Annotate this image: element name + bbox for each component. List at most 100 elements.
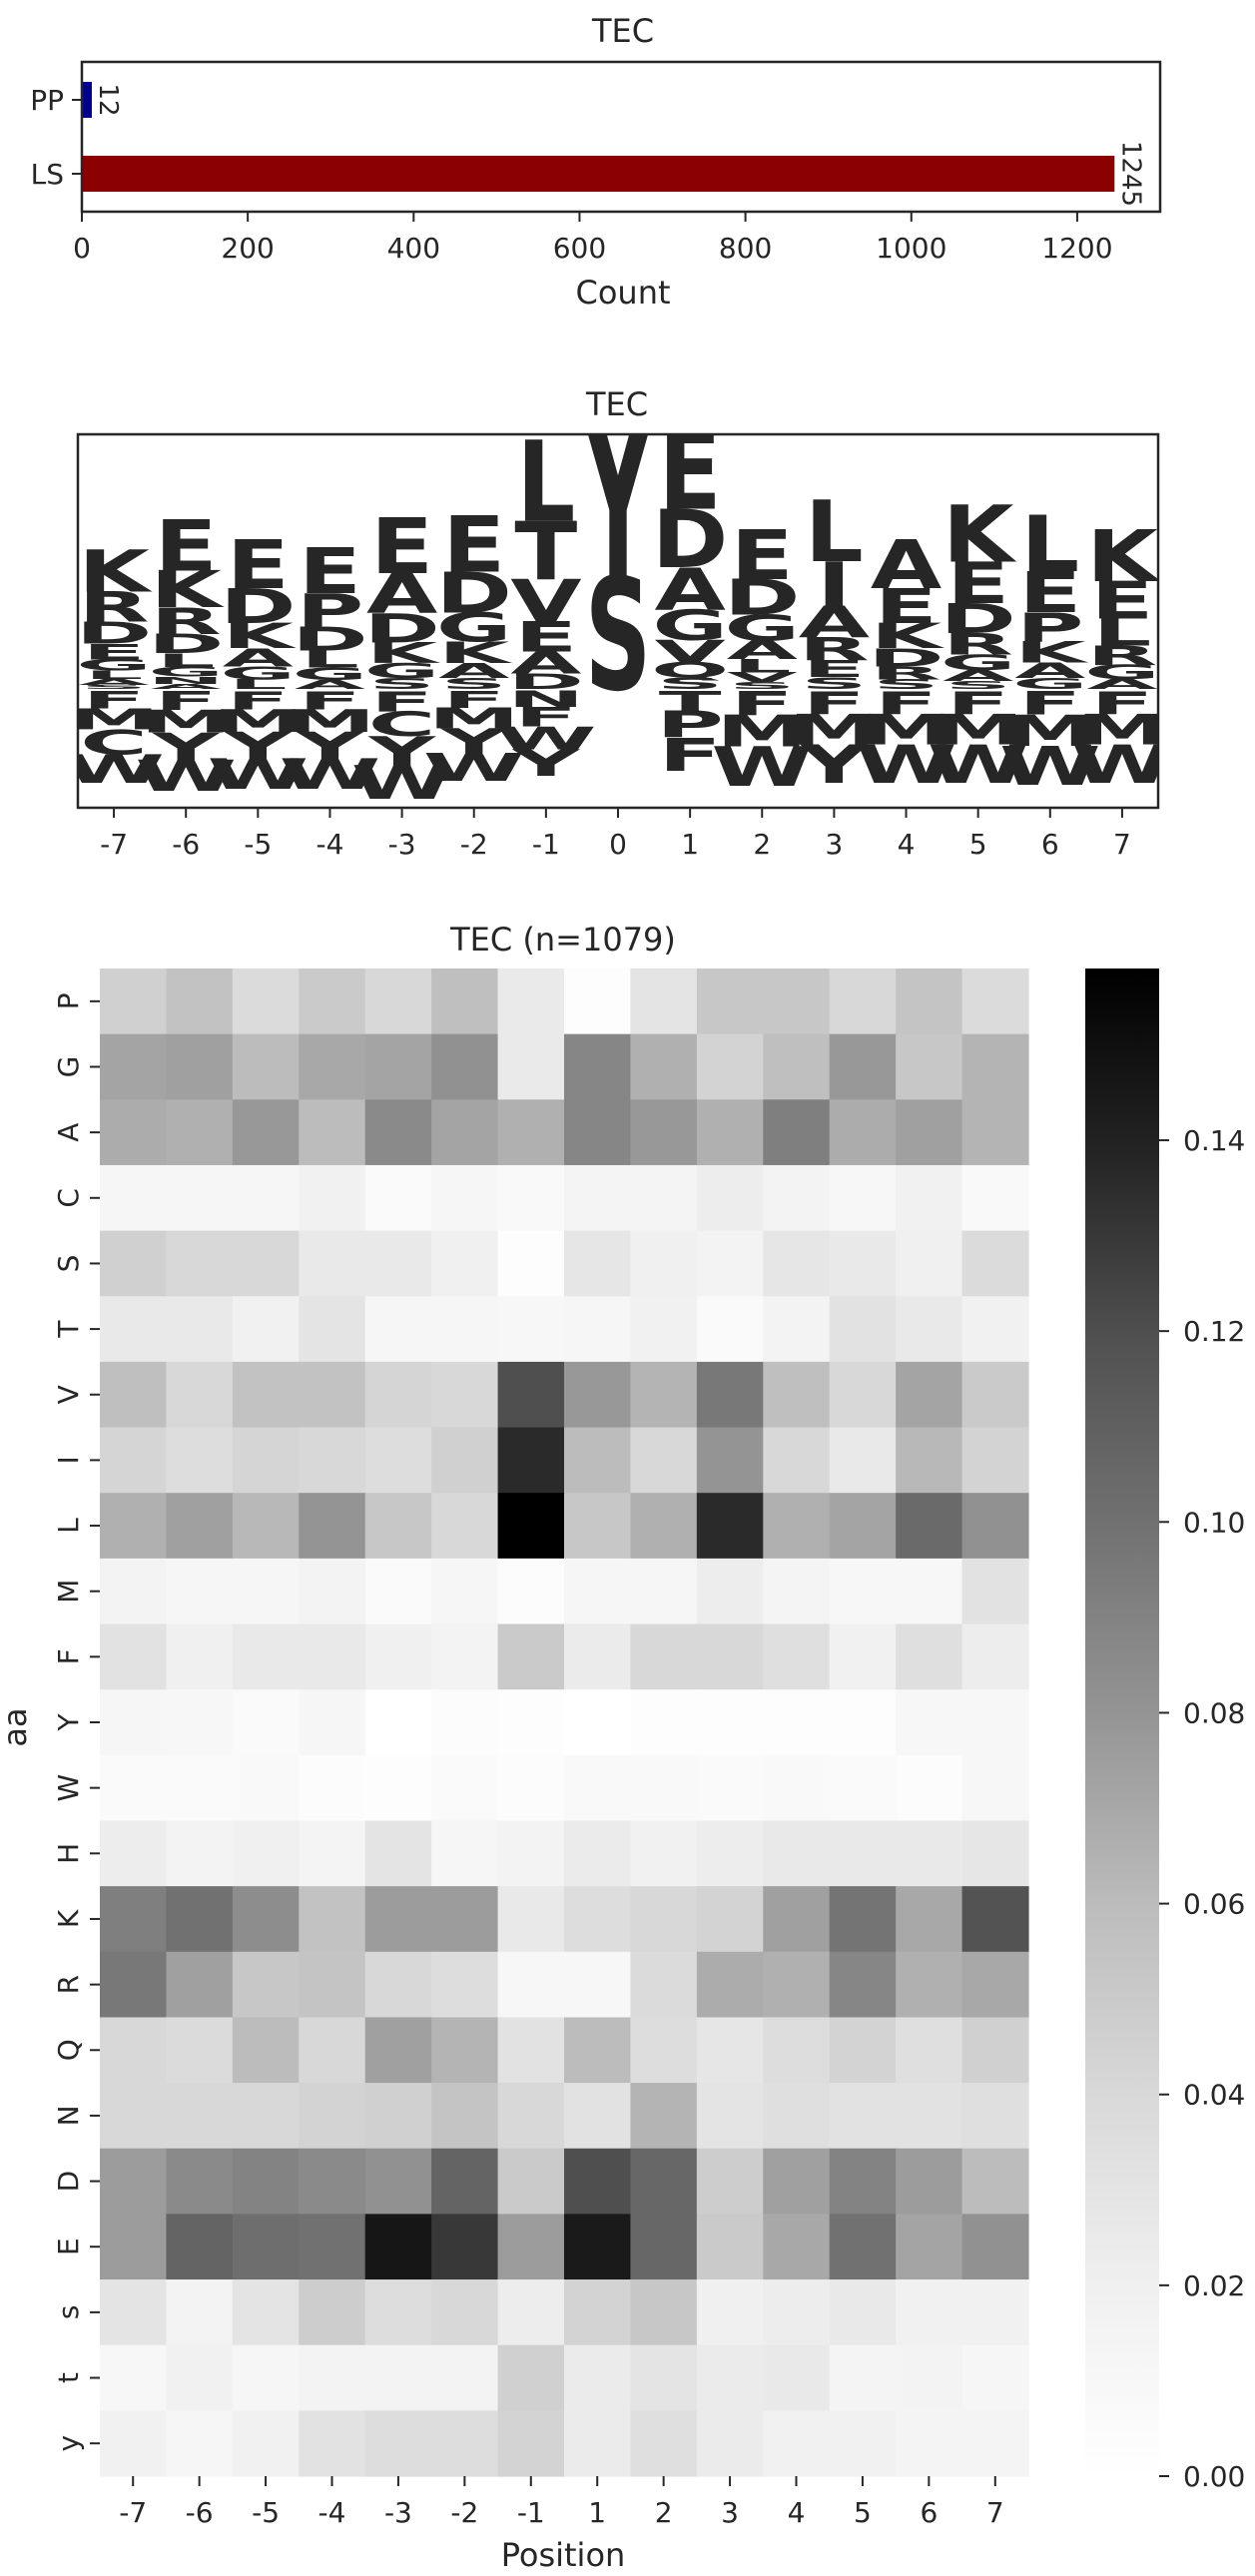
heatmap-cell-C-1 (564, 1164, 632, 1232)
heatmap-cell-W-5 (829, 1754, 897, 1822)
heatmap-cell-N--7 (100, 2083, 168, 2150)
logo-letter-M: M (789, 706, 881, 755)
logo-letter-L: L (805, 482, 864, 581)
heatmap-cell-y--4 (299, 2410, 366, 2477)
heatmap-cell-N-6 (896, 2083, 963, 2150)
heatmap-cell-K--7 (100, 1886, 168, 1953)
heatmap-cell-R--1 (497, 1951, 565, 2019)
logo-letter-W: W (423, 745, 525, 790)
logo-letter-G: G (364, 659, 440, 683)
heatmap-cell-Y-6 (896, 1689, 963, 1756)
heatmap-cell-C-5 (829, 1164, 897, 1232)
heatmap-x-tick-label: 3 (721, 2496, 739, 2529)
heatmap-cell-V--2 (431, 1361, 499, 1429)
heatmap-cell-T-5 (829, 1296, 897, 1363)
heatmap-cell-t--3 (364, 2344, 432, 2411)
heatmap-cell-G--2 (431, 1033, 499, 1100)
heatmap-cell-N-3 (696, 2083, 764, 2150)
heatmap-cell-S--2 (431, 1230, 499, 1297)
heatmap-cell-N--6 (166, 2083, 234, 2150)
heatmap-cell-t--7 (100, 2344, 168, 2411)
heatmap-cell-E-1 (564, 2214, 632, 2280)
heatmap-cell-Q-7 (961, 2017, 1029, 2084)
heatmap-cell-S-6 (896, 1230, 963, 1297)
logo-letter-D: D (652, 494, 729, 587)
colorbar-tick-label: 0.04 (1183, 2079, 1245, 2112)
heatmap-cell-t-6 (896, 2344, 963, 2411)
logo-letter-D: D (940, 595, 1015, 643)
heatmap-cell-s-2 (630, 2279, 698, 2346)
heatmap-cell-M--5 (232, 1558, 300, 1625)
logo-letter-A: A (510, 646, 581, 681)
heatmap-cell-A--6 (166, 1099, 234, 1166)
heatmap-y-tick-label-V: V (52, 1385, 85, 1404)
heatmap-cell-C-6 (896, 1164, 963, 1232)
heatmap-cell-N-1 (564, 2083, 632, 2150)
heatmap-cell-T--7 (100, 1296, 168, 1363)
logo-x-tick-label: 6 (1041, 828, 1059, 861)
logo-letter-M: M (861, 706, 952, 755)
logo-letter-E: E (1090, 571, 1153, 631)
heatmap-y-tick-label-M: M (52, 1580, 85, 1604)
logo-letter-R: R (942, 628, 1013, 662)
heatmap-cell-V--7 (100, 1361, 168, 1429)
heatmap-y-tick-label-W: W (52, 1774, 85, 1802)
heatmap-cell-y-6 (896, 2410, 963, 2477)
logo-letter-W: W (999, 735, 1101, 798)
heatmap-cell-I--6 (166, 1427, 234, 1494)
logo-letter-G: G (1084, 661, 1160, 683)
heatmap-cell-I--5 (232, 1427, 300, 1494)
heatmap-x-tick-label: 6 (920, 2496, 938, 2529)
logo-letter-A: A (366, 562, 438, 627)
logo-letter-A: A (1014, 659, 1086, 683)
heatmap-cell-T-1 (564, 1296, 632, 1363)
heatmap-cell-Q--5 (232, 2017, 300, 2084)
heatmap-cell-Y--1 (497, 1689, 565, 1756)
heatmap-cell-C--3 (364, 1164, 432, 1232)
heatmap-cell-E--7 (100, 2214, 168, 2280)
heatmap-cell-A--7 (100, 1099, 168, 1166)
heatmap-cell-V-2 (630, 1361, 698, 1429)
heatmap-cell-T-2 (630, 1296, 698, 1363)
heatmap-cell-y--2 (431, 2410, 499, 2477)
colorbar (1085, 968, 1159, 2476)
logo-letter-S: S (729, 680, 795, 691)
heatmap-cell-H--1 (497, 1820, 565, 1887)
logo-letter-Y: Y (584, 377, 653, 628)
logo-letter-Y: Y (800, 734, 870, 796)
logo-letter-A: A (942, 667, 1013, 685)
heatmap-y-tick-label-K: K (52, 1909, 85, 1928)
heatmap-cell-A-6 (896, 1099, 963, 1166)
heatmap-cell-L-7 (961, 1493, 1029, 1560)
heatmap-cell-Q--1 (497, 2017, 565, 2084)
heatmap-cell-R--5 (232, 1951, 300, 2019)
heatmap-cell-Q--6 (166, 2017, 234, 2084)
logo-letter-G: G (436, 604, 512, 651)
heatmap-cell-I--7 (100, 1427, 168, 1494)
logo-letter-S: S (441, 675, 507, 692)
logo-x-tick-label: 7 (1113, 828, 1131, 861)
logo-letter-M: M (68, 703, 160, 736)
heatmap-cell-K-5 (829, 1886, 897, 1953)
heatmap-cell-Q-2 (630, 2017, 698, 2084)
heatmap-cell-F-6 (896, 1623, 963, 1690)
heatmap-cell-t--4 (299, 2344, 366, 2411)
heatmap-cell-L--6 (166, 1493, 234, 1560)
heatmap-cell-I--4 (299, 1427, 366, 1494)
heatmap-cell-T-4 (763, 1296, 831, 1363)
heatmap-cell-R-1 (564, 1951, 632, 2019)
heatmap-cell-L-4 (763, 1493, 831, 1560)
heatmap-cell-H-7 (961, 1820, 1029, 1887)
bar-value-label-PP: 12 (93, 83, 123, 116)
heatmap-cell-W--1 (497, 1754, 565, 1822)
heatmap-cell-Q--7 (100, 2017, 168, 2084)
heatmap-title: TEC (n=1079) (449, 921, 676, 959)
heatmap-cell-G--6 (166, 1033, 234, 1100)
heatmap-cell-T-3 (696, 1296, 764, 1363)
heatmap-cell-T--3 (364, 1296, 432, 1363)
heatmap-cell-S-1 (564, 1230, 632, 1297)
logo-letter-S: S (368, 675, 434, 692)
logo-letter-W: W (711, 736, 813, 799)
heatmap-cell-I--3 (364, 1427, 432, 1494)
heatmap-y-tick-label-Y: Y (52, 1713, 85, 1732)
